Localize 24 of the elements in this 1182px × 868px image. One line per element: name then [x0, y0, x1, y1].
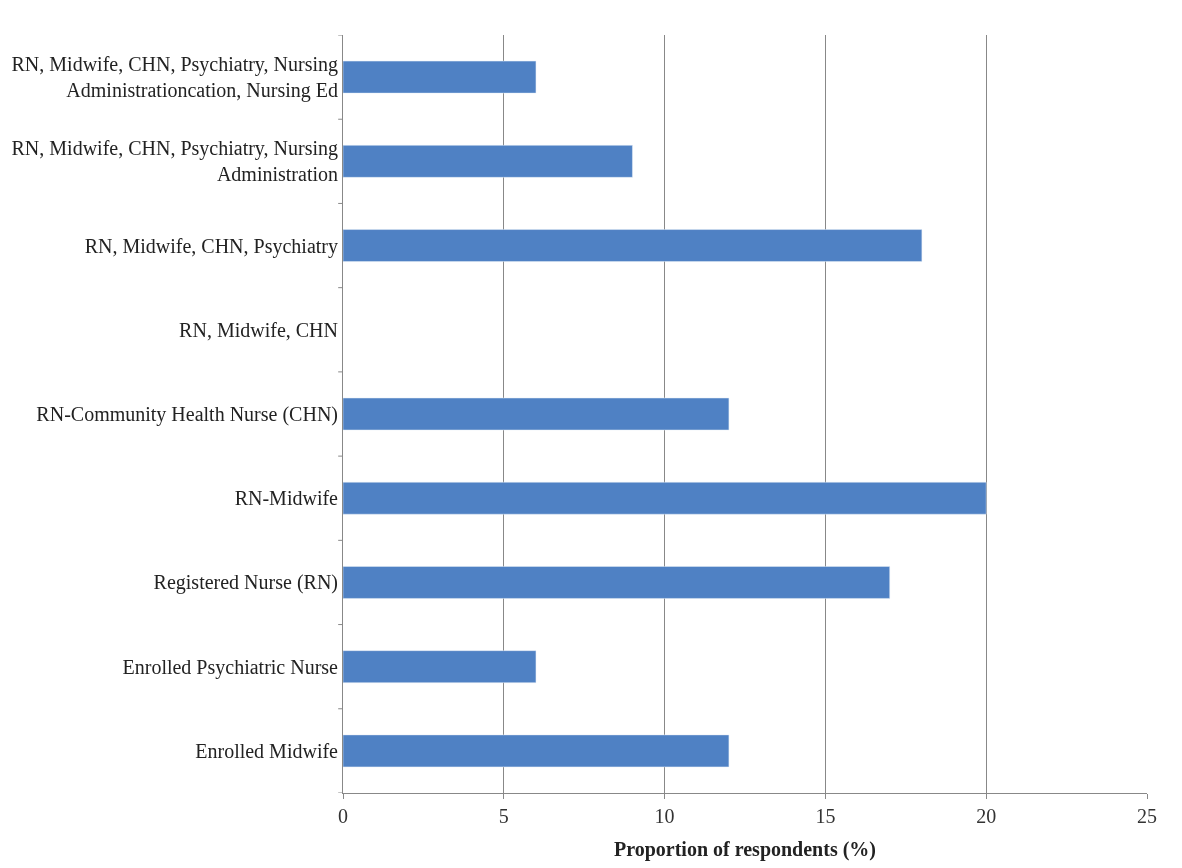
x-tick-label: 10 — [654, 805, 675, 827]
y-tick-label: RN, Midwife, CHN, Psychiatry, Nursing Administration — [11, 137, 338, 186]
bar — [343, 397, 730, 431]
y-tick-label: RN-Community Health Nurse (CHN) — [36, 403, 338, 426]
x-tick-label: 0 — [338, 805, 348, 827]
x-tick-label: 5 — [498, 805, 509, 827]
bar — [343, 566, 890, 599]
y-tick-label: Enrolled Midwife — [195, 739, 339, 762]
y-tick-label: Enrolled Psychiatric Nurse — [122, 655, 339, 679]
bar — [343, 229, 923, 262]
y-tick-label: RN, Midwife, CHN — [179, 318, 338, 341]
bar — [343, 145, 633, 178]
y-tick-label: Registered Nurse (RN) — [153, 571, 338, 595]
x-tick-label: 20 — [976, 805, 997, 827]
bar — [343, 60, 537, 94]
y-tick-label: RN, Midwife, CHN, Psychiatry, Nursing Administrationcation, Nursing Ed — [11, 53, 338, 103]
bar — [343, 481, 987, 515]
x-tick-label: 25 — [1137, 805, 1157, 827]
bar — [343, 734, 730, 768]
x-tick-label: 15 — [815, 805, 836, 827]
y-tick-label: RN-Midwife — [234, 487, 339, 510]
y-tick-label: RN, Midwife, CHN, Psychiatry — [84, 234, 338, 258]
x-axis-title: Proportion of respondents (%) — [613, 837, 877, 861]
bar — [343, 650, 537, 683]
